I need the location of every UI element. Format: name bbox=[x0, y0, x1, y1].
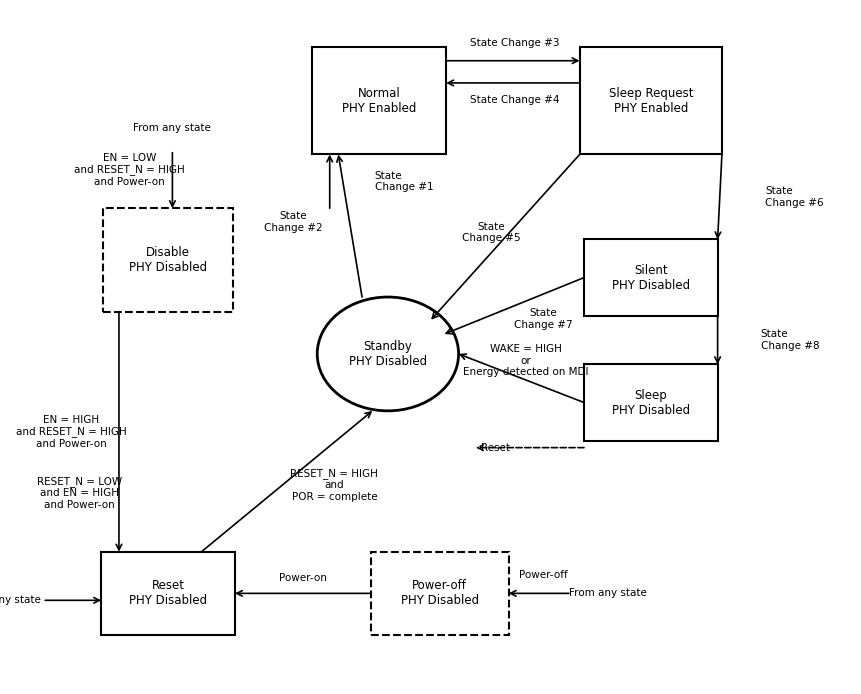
Text: From any state: From any state bbox=[0, 595, 41, 605]
Text: Reset: Reset bbox=[480, 443, 510, 452]
Text: From any state: From any state bbox=[568, 589, 646, 598]
Bar bbox=[370, 552, 508, 635]
Text: State
Change #7: State Change #7 bbox=[513, 308, 572, 330]
Text: Sleep Request
PHY Enabled: Sleep Request PHY Enabled bbox=[608, 87, 692, 115]
Text: State
Change #6: State Change #6 bbox=[765, 186, 823, 208]
Bar bbox=[102, 552, 235, 635]
Text: Silent
PHY Disabled: Silent PHY Disabled bbox=[611, 264, 689, 291]
Text: State
Change #5: State Change #5 bbox=[461, 221, 520, 244]
Bar bbox=[584, 239, 716, 316]
Text: RESET_N = LOW
and EN = HIGH
and Power-on: RESET_N = LOW and EN = HIGH and Power-on bbox=[37, 475, 122, 510]
Text: Disable
PHY Disabled: Disable PHY Disabled bbox=[129, 246, 207, 274]
Text: Sleep
PHY Disabled: Sleep PHY Disabled bbox=[611, 389, 689, 416]
Bar bbox=[312, 47, 446, 155]
Text: State
Change #2: State Change #2 bbox=[263, 211, 322, 233]
Text: RESET_N = HIGH
and
POR = complete: RESET_N = HIGH and POR = complete bbox=[290, 468, 378, 502]
Bar bbox=[579, 47, 722, 155]
Text: WAKE = HIGH
or
Energy detected on MDI: WAKE = HIGH or Energy detected on MDI bbox=[462, 344, 588, 378]
Text: EN = HIGH
and RESET_N = HIGH
and Power-on: EN = HIGH and RESET_N = HIGH and Power-o… bbox=[16, 415, 127, 449]
Text: Normal
PHY Enabled: Normal PHY Enabled bbox=[342, 87, 416, 115]
Bar bbox=[103, 208, 232, 312]
Text: State
Change #8: State Change #8 bbox=[760, 329, 819, 351]
Text: Power-off: Power-off bbox=[518, 570, 567, 580]
Text: From any state: From any state bbox=[133, 124, 211, 133]
Text: Standby
PHY Disabled: Standby PHY Disabled bbox=[349, 340, 426, 368]
Text: Reset
PHY Disabled: Reset PHY Disabled bbox=[129, 579, 207, 607]
Bar bbox=[584, 364, 716, 441]
Text: Power-on: Power-on bbox=[278, 573, 326, 583]
Text: EN = LOW
and RESET_N = HIGH
and Power-on: EN = LOW and RESET_N = HIGH and Power-on bbox=[74, 153, 184, 187]
Text: State
Change #1: State Change #1 bbox=[374, 171, 433, 192]
Text: Power-off
PHY Disabled: Power-off PHY Disabled bbox=[400, 579, 478, 607]
Text: State Change #4: State Change #4 bbox=[470, 95, 559, 105]
Text: State Change #3: State Change #3 bbox=[470, 38, 559, 49]
